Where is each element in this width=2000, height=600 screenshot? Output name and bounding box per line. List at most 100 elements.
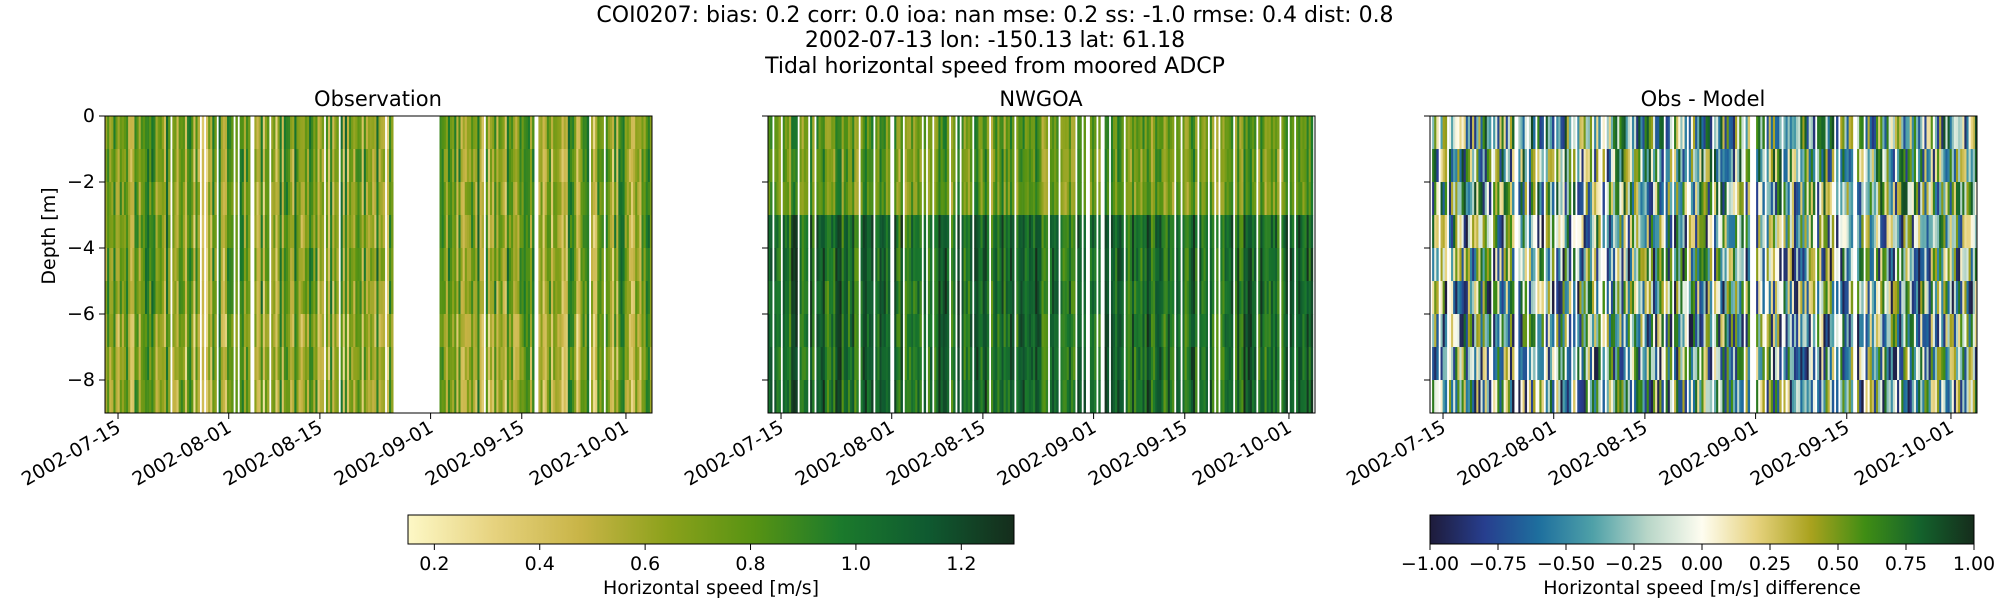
heat-cell [1283,380,1286,414]
heat-cell [311,182,314,216]
heat-cell [957,116,960,150]
heat-cell [332,380,335,414]
heat-cell [1296,182,1299,216]
heat-cell [290,116,293,150]
heat-cell [374,215,377,249]
heat-cell [913,347,916,381]
heat-cell [370,182,373,216]
heat-cell [439,281,442,315]
heat-cell [485,347,489,381]
heat-cell [441,149,445,183]
heat-cell [1237,281,1240,315]
heat-cell [227,248,230,282]
heat-cell [121,116,125,150]
heat-cell [1476,248,1479,282]
heat-cell [1037,116,1040,150]
heat-cell [1199,314,1202,348]
heat-cell [1617,149,1620,183]
heat-cell [456,182,459,216]
heat-cell [1127,149,1131,183]
heat-cell [1113,149,1116,183]
heat-cell [218,380,222,414]
heat-cell [1667,281,1671,315]
heat-cell [1674,149,1677,183]
heat-cell [1083,314,1086,348]
heat-cell [923,182,927,216]
heat-cell [1012,149,1015,183]
heat-cell [944,248,948,282]
heat-cell [1060,281,1063,315]
heat-cell [1434,347,1437,381]
heat-cell [298,149,301,183]
heat-cell [525,380,529,414]
heat-cell [227,281,230,315]
heat-cell [635,314,638,348]
heat-cell [1493,380,1496,414]
heat-cell [854,215,857,249]
heat-cell [881,347,885,381]
heat-cell [220,314,224,348]
heat-cell [639,380,642,414]
heat-cell [220,215,224,249]
heat-cell [904,347,908,381]
heat-cell [1636,347,1639,381]
heat-cell [201,116,205,150]
heat-cell [1640,248,1643,282]
heat-cell [546,314,550,348]
heat-cell [1469,149,1473,183]
heat-cell [1066,248,1070,282]
heat-cell [833,380,836,414]
heat-cell [523,380,527,414]
heat-cell [1199,281,1202,315]
heat-cell [879,215,882,249]
heat-cell [1486,347,1490,381]
heat-cell [144,281,148,315]
heat-cell [1577,248,1580,282]
heat-cell [1077,149,1080,183]
heat-cell [1594,380,1597,414]
heat-cell [1621,380,1624,414]
heat-cell [561,248,564,282]
heat-cell [1012,380,1015,414]
heat-cell [553,380,556,414]
heat-cell [178,314,182,348]
heat-cell [1241,149,1244,183]
heat-cell [1117,182,1120,216]
heat-cell [1041,281,1044,315]
heat-cell [1241,116,1244,150]
heat-cell [208,314,211,348]
heat-cell [1310,149,1314,183]
heat-cell [1037,380,1040,414]
heat-cell [824,281,828,315]
heat-cell [464,116,468,150]
heat-cell [1001,281,1004,315]
heat-cell [1148,248,1152,282]
heat-cell [1176,314,1179,348]
heat-cell [511,347,514,381]
heat-cell [877,281,880,315]
heat-cell [336,281,339,315]
heat-cell [1007,116,1011,150]
heat-cell [1169,347,1173,381]
heat-cell [515,182,518,216]
heat-cell [473,248,476,282]
heat-cell [1033,347,1036,381]
heat-cell [1467,215,1471,249]
heat-cell [1640,215,1643,249]
heat-cell [1659,182,1662,216]
heat-cell [1068,380,1072,414]
heat-cell [447,182,451,216]
heat-cell [1518,215,1521,249]
heat-cell [645,314,649,348]
heat-cell [1186,281,1190,315]
heat-cell [1024,116,1028,150]
heat-cell [871,314,874,348]
heat-cell [1501,314,1504,348]
heat-cell [479,182,482,216]
heat-cell [1621,215,1624,249]
heat-cell [1480,281,1483,315]
heat-cell [361,149,365,183]
heat-cell [856,182,859,216]
heat-cell [574,380,577,414]
heat-cell [614,380,617,414]
